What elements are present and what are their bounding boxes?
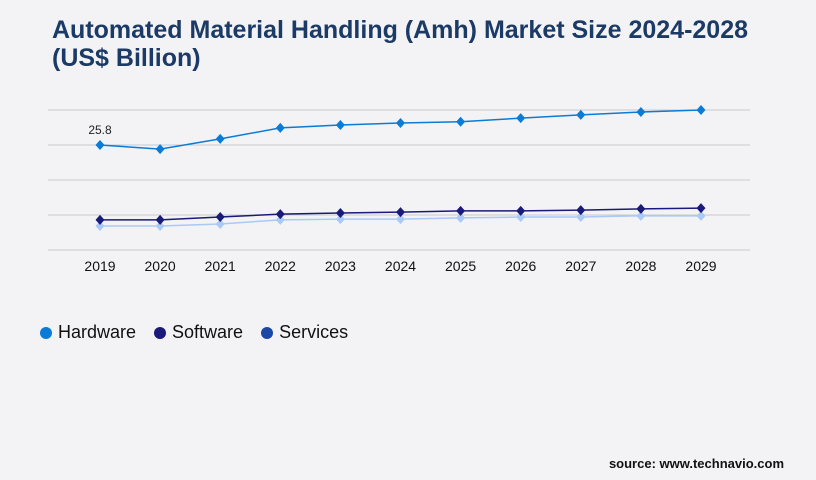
data-point-services <box>456 212 466 223</box>
data-point-software <box>275 209 285 220</box>
legend-marker-icon <box>261 326 274 339</box>
data-point-hardware <box>95 140 105 150</box>
data-point-software <box>636 203 646 214</box>
data-point-services <box>275 214 285 225</box>
x-tick-label: 2028 <box>625 258 656 274</box>
x-tick-label: 2029 <box>685 258 716 274</box>
data-point-services <box>516 212 526 223</box>
data-point-software <box>696 203 706 214</box>
data-point-software <box>516 205 526 216</box>
data-point-services <box>95 220 105 231</box>
data-point-software <box>456 205 466 216</box>
data-point-services <box>636 210 646 221</box>
legend: Hardware Software Services <box>40 322 348 343</box>
data-point-services <box>396 214 405 225</box>
data-point-services <box>576 212 586 223</box>
x-tick-label: 2022 <box>265 258 296 274</box>
legend-label: Services <box>279 322 349 342</box>
data-point-software <box>335 207 345 218</box>
data-point-software <box>576 205 586 216</box>
data-point-hardware <box>275 122 285 133</box>
x-tick-label: 2021 <box>205 258 236 274</box>
legend-label: Software <box>172 322 244 342</box>
data-point-hardware <box>696 105 706 115</box>
x-tick-label: 2023 <box>325 258 356 274</box>
legend-label: Hardware <box>58 322 137 342</box>
data-point-hardware <box>576 109 586 120</box>
data-point-hardware <box>335 120 345 131</box>
data-point-services <box>215 218 225 229</box>
legend-marker-icon <box>40 326 52 339</box>
data-point-software <box>155 214 165 225</box>
data-point-services <box>335 214 345 225</box>
x-tick-label: 2027 <box>565 258 596 274</box>
data-point-hardware <box>215 133 225 144</box>
legend-item-hardware[interactable]: Hardware <box>40 322 136 343</box>
x-tick-label: 2025 <box>445 258 476 274</box>
data-point-hardware <box>396 118 405 129</box>
x-tick-label: 2019 <box>84 258 115 274</box>
legend-item-software[interactable]: Software <box>154 322 243 343</box>
chart-title: Automated Material Handling (Amh) Market… <box>52 16 749 72</box>
data-point-hardware <box>155 144 165 155</box>
data-point-software <box>215 212 225 223</box>
data-point-software <box>95 214 105 225</box>
line-chart: 2019 2020 2021 2022 2023 2024 2025 2026 2027 2028… <box>48 105 750 274</box>
legend-marker-icon <box>154 326 167 339</box>
data-point-services <box>155 220 165 231</box>
series-line-hardware <box>99 109 702 150</box>
legend-item-services[interactable]: Services <box>261 322 348 343</box>
x-tick-label: 2024 <box>385 258 416 274</box>
data-point-software <box>396 207 405 218</box>
data-point-hardware <box>516 113 526 124</box>
data-point-hardware <box>456 116 466 127</box>
data-point-hardware <box>636 107 646 118</box>
x-tick-label: 2026 <box>505 258 536 274</box>
data-point-services <box>696 210 706 221</box>
x-tick-label: 2020 <box>145 258 176 274</box>
source-label: source: www.technavio.com <box>608 456 784 471</box>
data-label: 25.8 <box>88 123 112 137</box>
